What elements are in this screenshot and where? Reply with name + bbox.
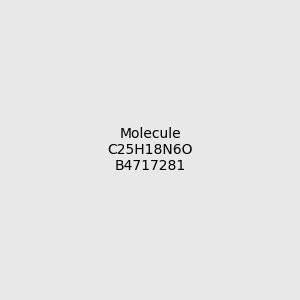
Text: Molecule
C25H18N6O
B4717281: Molecule C25H18N6O B4717281 [107,127,193,173]
